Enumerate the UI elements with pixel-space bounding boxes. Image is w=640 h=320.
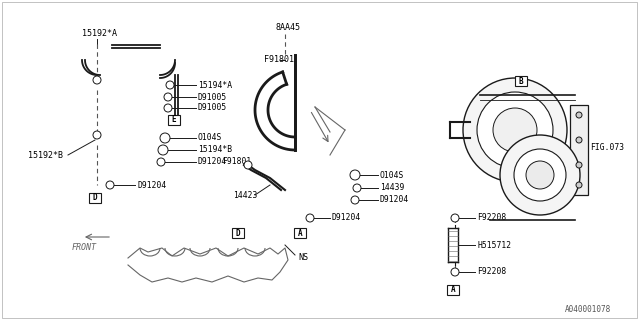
Text: B: B <box>518 76 524 85</box>
Text: 15194*B: 15194*B <box>198 146 232 155</box>
Bar <box>294 228 306 238</box>
Circle shape <box>306 214 314 222</box>
Bar <box>447 285 459 295</box>
Text: A040001078: A040001078 <box>565 306 611 315</box>
Circle shape <box>526 161 554 189</box>
Text: D91204: D91204 <box>380 196 409 204</box>
Circle shape <box>160 133 170 143</box>
Circle shape <box>500 135 580 215</box>
Circle shape <box>93 131 101 139</box>
Circle shape <box>166 81 174 89</box>
Circle shape <box>576 112 582 118</box>
Bar <box>232 228 244 238</box>
Circle shape <box>353 184 361 192</box>
Circle shape <box>451 214 459 222</box>
Circle shape <box>157 158 165 166</box>
Circle shape <box>93 76 101 84</box>
Text: 15192*B: 15192*B <box>28 150 63 159</box>
Text: D91204: D91204 <box>332 213 361 222</box>
Text: FIG.073: FIG.073 <box>590 143 624 153</box>
Text: F91801: F91801 <box>264 55 294 65</box>
Text: FRONT: FRONT <box>72 244 97 252</box>
Text: D91005: D91005 <box>198 92 227 101</box>
Text: 14439: 14439 <box>380 183 404 193</box>
Circle shape <box>164 93 172 101</box>
Text: 8AA45: 8AA45 <box>275 23 300 33</box>
Text: F92208: F92208 <box>477 268 506 276</box>
Text: NS: NS <box>298 253 308 262</box>
Text: A: A <box>451 285 455 294</box>
Circle shape <box>493 108 537 152</box>
Text: D: D <box>93 194 97 203</box>
Circle shape <box>351 196 359 204</box>
Text: D91204: D91204 <box>198 157 227 166</box>
Circle shape <box>350 170 360 180</box>
Text: F91801: F91801 <box>222 157 252 166</box>
Bar <box>515 76 527 86</box>
Circle shape <box>158 145 168 155</box>
Text: 15194*A: 15194*A <box>198 81 232 90</box>
Bar <box>570 105 588 195</box>
Circle shape <box>463 78 567 182</box>
Circle shape <box>451 268 459 276</box>
Text: A: A <box>298 228 302 237</box>
Circle shape <box>244 161 252 169</box>
Bar <box>168 115 180 125</box>
Text: H515712: H515712 <box>477 241 511 250</box>
Text: D: D <box>236 228 240 237</box>
Circle shape <box>477 92 553 168</box>
Text: F92208: F92208 <box>477 213 506 222</box>
Text: 15192*A: 15192*A <box>82 28 117 37</box>
Text: O104S: O104S <box>380 171 404 180</box>
Circle shape <box>576 162 582 168</box>
Circle shape <box>576 137 582 143</box>
Circle shape <box>164 104 172 112</box>
Text: D91005: D91005 <box>198 103 227 113</box>
Circle shape <box>514 149 566 201</box>
Text: D91204: D91204 <box>137 180 166 189</box>
Text: O104S: O104S <box>198 133 222 142</box>
Text: E: E <box>172 116 176 124</box>
Circle shape <box>576 182 582 188</box>
Circle shape <box>106 181 114 189</box>
Bar <box>89 193 101 203</box>
Text: 14423: 14423 <box>233 190 257 199</box>
